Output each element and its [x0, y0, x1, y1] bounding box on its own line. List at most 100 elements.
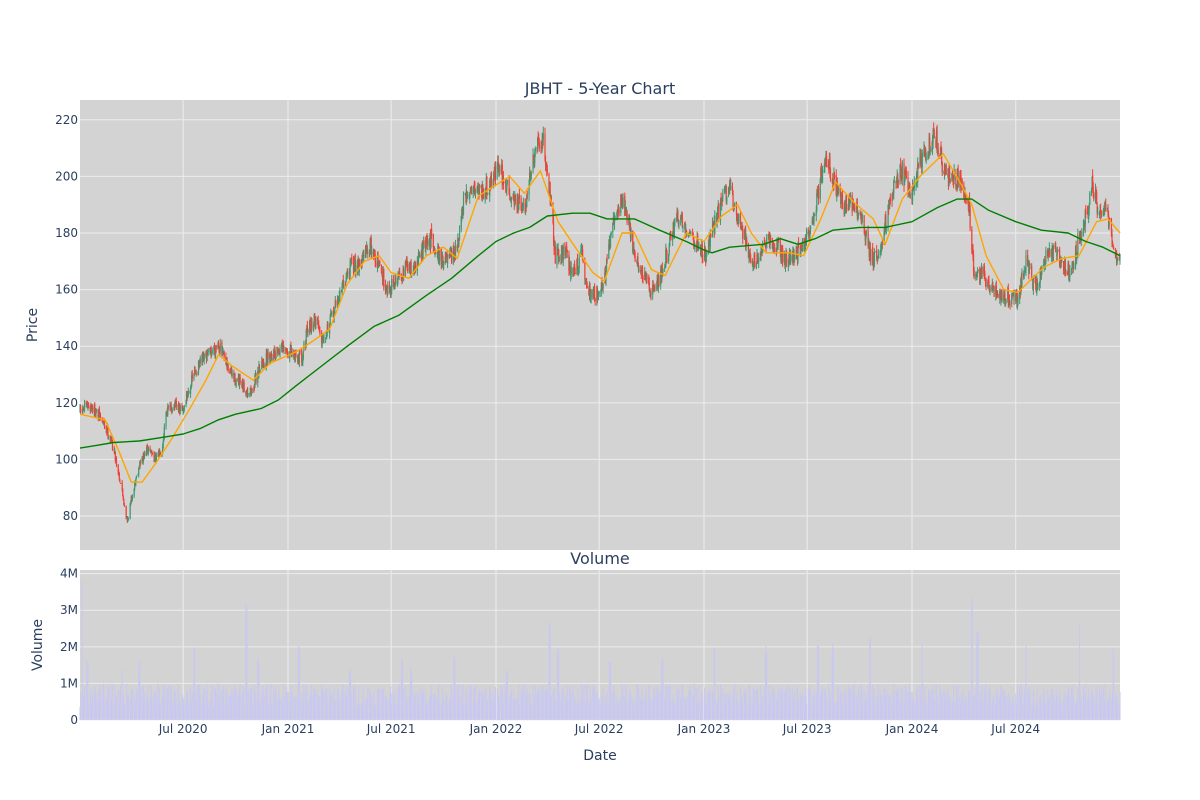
volume-bar	[428, 696, 430, 720]
volume-bar	[530, 706, 532, 720]
price-chart-title: JBHT - 5-Year Chart	[524, 79, 675, 98]
candlestick	[992, 281, 994, 288]
candle-body	[649, 291, 651, 293]
volume-bar	[883, 686, 885, 720]
volume-bar	[800, 702, 802, 720]
volume-bar	[794, 691, 796, 720]
candlestick	[820, 163, 822, 183]
volume-bar	[449, 696, 451, 720]
candlestick	[400, 273, 403, 282]
candle-body	[1065, 270, 1067, 275]
volume-bar	[162, 684, 164, 720]
volume-bar	[609, 661, 611, 720]
volume-bar	[716, 702, 718, 720]
candlestick	[139, 460, 141, 470]
candle-body	[736, 213, 738, 223]
volume-bar	[85, 693, 87, 720]
volume-bar	[572, 686, 574, 720]
candlestick	[462, 191, 465, 216]
candlestick	[334, 306, 336, 315]
candlestick	[91, 404, 94, 414]
candlestick	[199, 355, 201, 367]
volume-bar	[778, 688, 780, 720]
volume-bar	[812, 695, 814, 720]
volume-bar	[301, 694, 303, 720]
candle-body	[709, 233, 711, 247]
candle-body	[162, 447, 164, 454]
volume-bar	[821, 689, 823, 720]
volume-bar	[534, 705, 536, 720]
candlestick	[953, 164, 955, 185]
volume-bar	[530, 703, 532, 720]
volume-bar	[158, 700, 160, 720]
candle-body	[213, 346, 216, 350]
volume-bar	[728, 696, 730, 720]
volume-bar	[341, 693, 343, 720]
volume-bar	[888, 699, 890, 720]
candlestick	[102, 420, 104, 426]
candle-body	[486, 177, 488, 195]
candlestick	[652, 280, 654, 300]
candlestick	[295, 349, 297, 358]
price-y-tick-label: 200	[55, 169, 78, 183]
candle-body	[851, 194, 853, 212]
candle-body	[301, 350, 303, 363]
candlestick	[1088, 203, 1090, 216]
candlestick	[730, 179, 732, 191]
candlestick	[710, 233, 712, 238]
candlestick	[614, 215, 616, 221]
volume-bar	[873, 689, 875, 720]
candlestick	[162, 439, 164, 449]
volume-bar	[688, 690, 690, 720]
candle-body	[912, 186, 914, 190]
candle-body	[932, 130, 934, 143]
volume-bar	[585, 706, 587, 720]
volume-bar	[624, 695, 626, 720]
candle-body	[697, 235, 699, 250]
volume-bar	[658, 689, 660, 720]
candlestick	[726, 196, 728, 206]
volume-bar	[286, 700, 288, 720]
candle-body	[151, 452, 153, 454]
volume-bar	[566, 699, 568, 720]
volume-bar	[384, 696, 386, 720]
candlestick	[638, 265, 640, 273]
volume-bar	[764, 686, 766, 720]
volume-bar	[616, 697, 618, 720]
candle-body	[337, 297, 339, 304]
volume-bar	[298, 645, 300, 720]
volume-bar	[481, 693, 483, 720]
volume-bar	[117, 690, 119, 720]
candle-body	[638, 268, 640, 270]
candle-body	[218, 348, 220, 351]
volume-bar	[501, 685, 503, 720]
volume-bar	[506, 669, 508, 720]
candle-body	[1035, 275, 1037, 285]
candlestick	[251, 387, 253, 394]
candlestick	[739, 211, 742, 229]
volume-bar	[380, 689, 382, 720]
candle-body	[586, 280, 588, 288]
volume-bar	[786, 687, 788, 720]
candle-body	[1031, 266, 1033, 276]
candle-body	[129, 504, 131, 519]
volume-bar	[133, 706, 135, 720]
volume-bar	[370, 690, 372, 720]
volume-bar	[574, 706, 576, 720]
candle-body	[972, 248, 974, 257]
candle-body	[474, 190, 477, 194]
candlestick	[1037, 283, 1039, 291]
candlestick	[561, 244, 563, 252]
candle-body	[1015, 293, 1017, 302]
price-plot-background	[80, 100, 1120, 550]
volume-bar	[142, 685, 144, 720]
volume-bar	[451, 686, 453, 720]
candlestick	[574, 267, 576, 274]
candle-body	[1110, 218, 1113, 236]
candle-body	[266, 360, 269, 364]
volume-bar	[385, 695, 387, 720]
candle-body	[283, 347, 285, 350]
candle-body	[169, 404, 171, 409]
volume-bar	[134, 693, 136, 720]
volume-bar	[813, 688, 815, 720]
